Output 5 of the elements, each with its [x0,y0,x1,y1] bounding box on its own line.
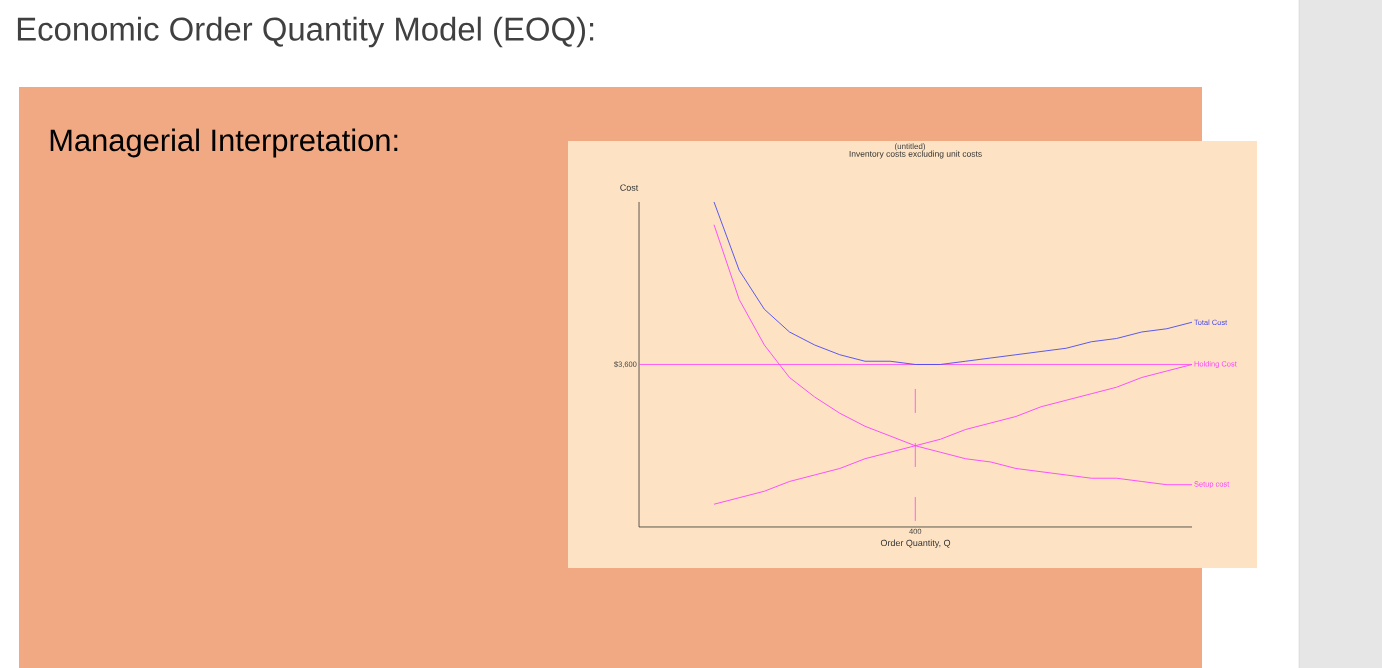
x-axis-title: Order Quantity, Q [880,539,951,548]
text: Economic Order Quantity Model (EOQ): [17,16,594,48]
chart-title: Inventory costs excluding unit costs [849,150,982,159]
text: Cost [620,184,639,191]
text: Managerial Interpretation: [50,128,398,158]
